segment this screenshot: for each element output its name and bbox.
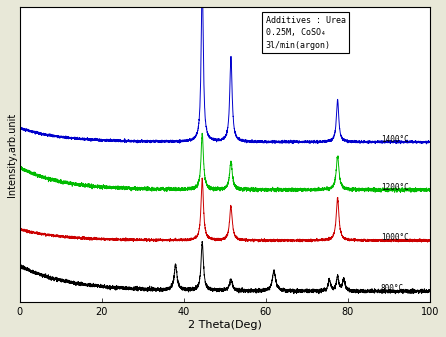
Text: 1200°C: 1200°C [380, 183, 409, 191]
Text: 1400°C: 1400°C [380, 135, 409, 144]
Text: 1000°C: 1000°C [380, 233, 409, 242]
Y-axis label: Intensity,arb.unit: Intensity,arb.unit [7, 113, 17, 197]
X-axis label: 2 Theta(Deg): 2 Theta(Deg) [188, 320, 262, 330]
Text: Additives : Urea
0.25M, CoSO₄
3l/min(argon): Additives : Urea 0.25M, CoSO₄ 3l/min(arg… [266, 16, 346, 50]
Text: 800°C: 800°C [380, 284, 404, 293]
